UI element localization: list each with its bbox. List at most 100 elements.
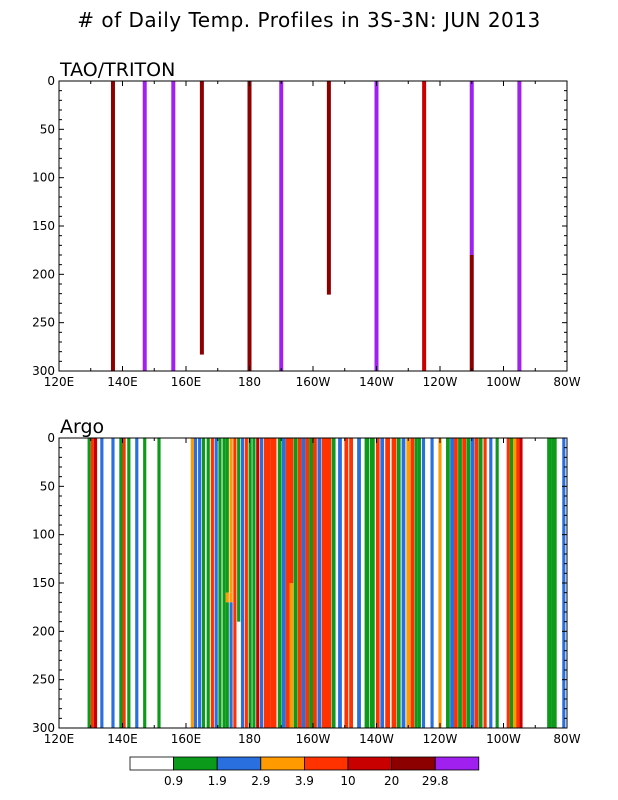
profile-bar (305, 438, 310, 728)
profile-bar (474, 438, 479, 728)
profile-bar (293, 438, 298, 728)
colorbar-label: 20 (384, 774, 399, 788)
profile-bar (259, 438, 264, 728)
profile-bar (171, 81, 176, 371)
profile-bar (301, 438, 306, 728)
profile-bar (466, 438, 471, 728)
profile-bar (338, 438, 342, 728)
profile-bar (247, 81, 252, 371)
profile-bar (462, 438, 467, 728)
profile-bar (143, 438, 147, 728)
x-tick-label: 120E (44, 375, 75, 389)
x-tick-label: 140E (107, 375, 138, 389)
profile-bar (240, 438, 245, 728)
profile-bar (199, 81, 204, 355)
y-tick-label: 100 (32, 171, 55, 185)
y-tick-label: 50 (40, 479, 55, 493)
x-tick-label: 160E (171, 732, 202, 746)
profile-bar (110, 81, 115, 371)
profile-bar (135, 438, 139, 728)
profile-bar (450, 438, 454, 728)
profile-bar (244, 438, 248, 728)
profile-bar (519, 438, 523, 728)
profile-bar (326, 438, 332, 728)
profile-bar (210, 438, 214, 728)
colorbar-swatch (434, 756, 480, 771)
profile-bar (470, 438, 475, 728)
profile-bar (214, 438, 218, 728)
profile-bar (198, 438, 202, 728)
y-tick-label: 150 (32, 576, 55, 590)
profile-bar (458, 438, 462, 728)
y-tick-label: 50 (40, 122, 55, 136)
profile-bar (229, 438, 233, 593)
profile-bar (225, 592, 229, 603)
colorbar-swatch (303, 756, 349, 771)
profile-bar (483, 438, 487, 728)
profile-bar (385, 438, 390, 728)
profile-bar (248, 438, 252, 728)
x-tick-label: 80W (553, 375, 580, 389)
y-tick-label: 0 (47, 431, 55, 445)
page-title: # of Daily Temp. Profiles in 3S-3N: JUN … (77, 8, 541, 32)
x-tick-label: 100W (486, 375, 521, 389)
profile-bar (326, 81, 331, 295)
y-tick-label: 150 (32, 219, 55, 233)
profile-bar (414, 438, 418, 728)
colorbar-label: 0.9 (164, 774, 183, 788)
profile-bar (446, 438, 450, 728)
profile-bar (297, 438, 302, 728)
profile-bar (369, 438, 375, 728)
profile-bar (506, 438, 510, 728)
profile-bar (417, 438, 421, 728)
x-tick-label: 120W (423, 732, 458, 746)
x-tick-label: 180 (238, 732, 261, 746)
plot-area (59, 81, 567, 371)
profile-bar (237, 438, 241, 622)
profile-bar (551, 438, 557, 728)
profile-bar (406, 438, 411, 728)
profile-bar (396, 438, 401, 728)
profile-bar (313, 438, 317, 728)
colorbar-label: 29.8 (422, 774, 449, 788)
colorbar-label: 3.9 (295, 774, 314, 788)
profile-bar (127, 438, 131, 728)
profile-bar (142, 81, 147, 371)
argo-panel: Argo 120E 140E 160E 180 160W 140W 120W 100W 80W 0 5… (32, 416, 581, 746)
profile-bar (453, 438, 458, 728)
profile-bar (256, 438, 260, 728)
colorbar-swatch (216, 756, 262, 771)
profile-bar (252, 438, 256, 728)
profile-bar (516, 438, 520, 728)
y-tick-label: 300 (32, 364, 55, 378)
profile-bar (380, 438, 385, 728)
y-tick-label: 100 (32, 528, 55, 542)
profile-bar (509, 438, 514, 728)
profile-bar (218, 438, 222, 728)
x-tick-label: 140W (359, 732, 394, 746)
x-tick-label: 100W (486, 732, 521, 746)
x-tick-label: 140E (107, 732, 138, 746)
profile-bar (547, 438, 552, 728)
profile-bar (281, 438, 286, 728)
profile-bar (225, 438, 229, 593)
profile-bar (193, 438, 198, 728)
x-tick-label: 120W (423, 375, 458, 389)
profile-bar (122, 438, 126, 728)
profile-bar (364, 438, 370, 728)
profile-bar (111, 438, 115, 728)
profile-bar (438, 438, 442, 728)
colorbar-swatch (129, 756, 174, 771)
profile-bar (331, 438, 336, 728)
profile-bar (119, 438, 123, 728)
x-tick-label: 140W (359, 375, 394, 389)
profile-bar (410, 438, 415, 728)
x-tick-label: 160W (296, 732, 331, 746)
profile-bar (391, 438, 397, 728)
colorbar-swatch (347, 756, 392, 771)
profile-bar (495, 438, 499, 728)
x-tick-label: 160W (296, 375, 331, 389)
profile-bar (375, 438, 380, 728)
profile-bar (157, 438, 161, 728)
profile-bar (430, 438, 434, 728)
